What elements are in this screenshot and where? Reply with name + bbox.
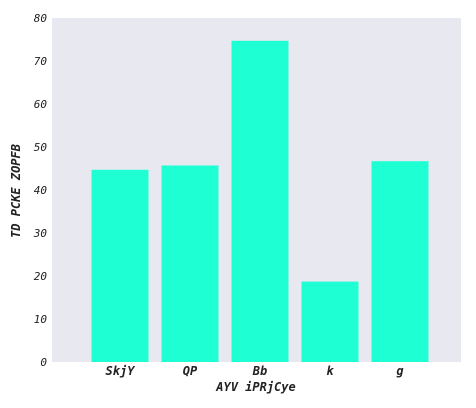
y-tick-label: 80 [34, 12, 48, 25]
y-tick-label: 60 [34, 98, 48, 111]
x-tick-label: SkjY [106, 364, 136, 378]
bar-QP [161, 165, 219, 362]
y-tick-label: 30 [33, 227, 48, 240]
y-tick-label: 20 [34, 270, 48, 283]
x-tick-label: QP [183, 364, 198, 378]
y-tick-label: 70 [34, 55, 48, 68]
bar-SkjY [91, 169, 149, 362]
x-tick-label: g [396, 364, 403, 378]
bar-g [371, 161, 429, 362]
y-tick-label: 10 [34, 313, 48, 326]
x-tick-labels: SkjY QP Bb k g [106, 364, 404, 378]
y-tick-label: 50 [34, 141, 48, 154]
y-tick-label: 0 [40, 356, 47, 369]
y-tick-labels: 0 10 20 30 40 50 60 70 80 [33, 12, 48, 369]
y-tick-label: 40 [34, 184, 48, 197]
x-axis-label: AYV iPRjCye [215, 380, 295, 394]
y-axis-label: TD PCKE ZOPFB [9, 144, 23, 238]
bar-k [301, 281, 359, 362]
x-tick-label: Bb [252, 364, 267, 378]
bars-group [91, 40, 429, 362]
x-tick-label: k [326, 364, 334, 378]
bar-Bb [231, 40, 289, 362]
